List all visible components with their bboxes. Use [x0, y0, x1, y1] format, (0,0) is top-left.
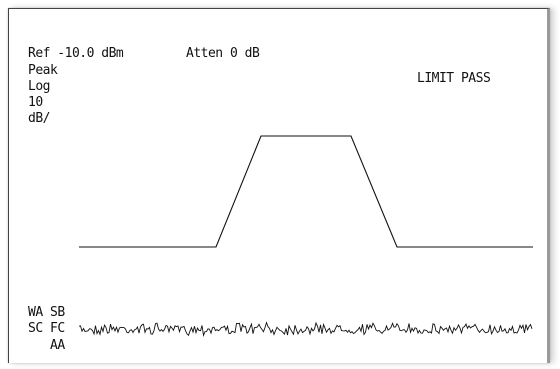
annotation-aa: AA — [50, 338, 65, 353]
limit-status-label: LIMIT PASS — [417, 71, 491, 86]
annotation-wa: WA — [28, 305, 43, 320]
scale-unit-label: dB/ — [28, 111, 50, 126]
ref-level-label: Ref -10.0 dBm — [28, 46, 124, 61]
analyzer-screen: Ref -10.0 dBm Atten 0 dB Peak Log 10 dB/… — [8, 8, 550, 363]
annotation-fc: FC — [50, 321, 65, 336]
annotation-sb: SB — [50, 305, 65, 320]
limit-line-trace — [79, 135, 533, 248]
annotation-sc: SC — [28, 321, 43, 336]
scale-type-label: Log — [28, 79, 50, 94]
scale-value-label: 10 — [28, 95, 43, 110]
trace-area — [78, 135, 533, 337]
attenuation-label: Atten 0 dB — [186, 46, 260, 61]
measurement-trace — [78, 321, 533, 337]
detector-label: Peak — [28, 63, 58, 78]
